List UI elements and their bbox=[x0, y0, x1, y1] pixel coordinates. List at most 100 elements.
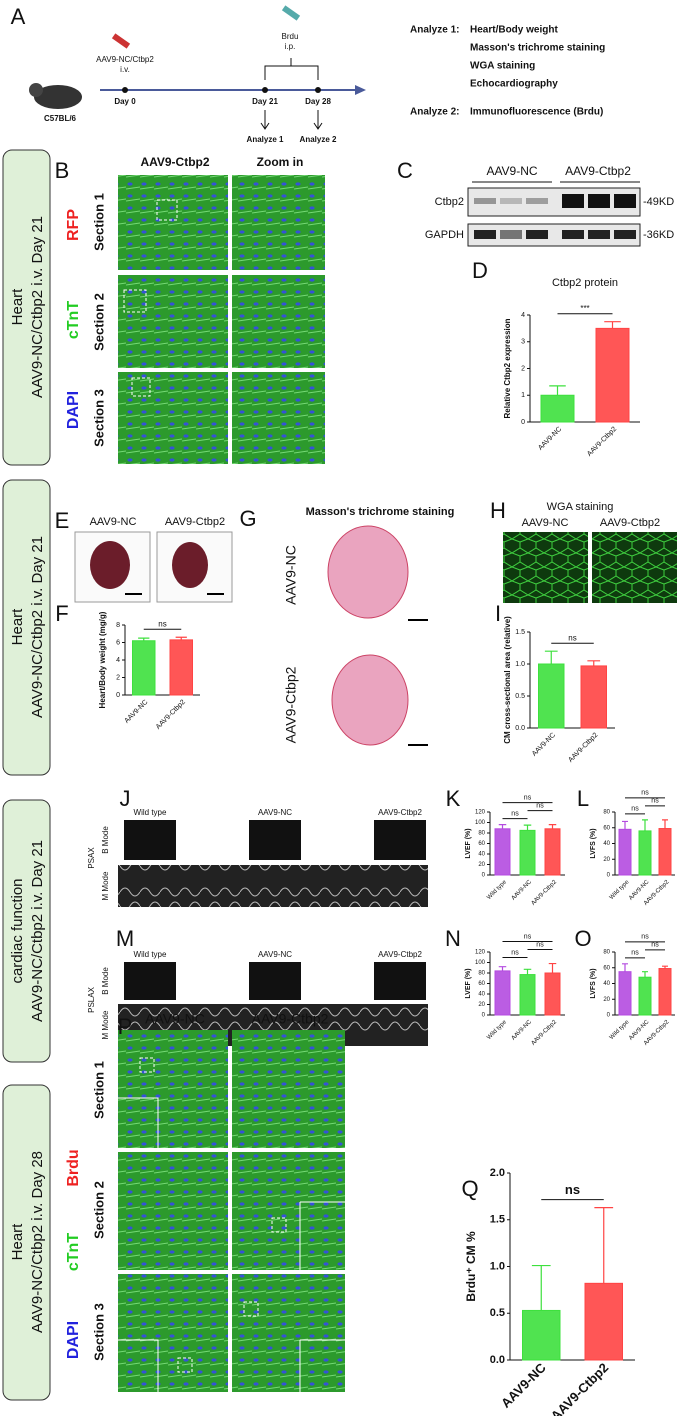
panel-label: Q bbox=[461, 1176, 478, 1201]
schema: C57BL/6 AAV9-NC/Ctbp2 i.v. Day 0 Day 21 … bbox=[29, 5, 605, 144]
y-tick-label: 80 bbox=[478, 831, 485, 837]
panel-label: O bbox=[574, 926, 591, 951]
header: AAV9-NC bbox=[145, 1011, 205, 1027]
x-tick-label: AAV9-NC bbox=[511, 1019, 534, 1042]
y-tick-label: 60 bbox=[603, 965, 610, 971]
side-label: cardiac function bbox=[9, 878, 26, 983]
group-label: AAV9-Ctbp2 bbox=[378, 950, 422, 959]
panel-e: AAV9-NC AAV9-Ctbp2 bbox=[74, 516, 233, 603]
stain-label: cTnT bbox=[65, 301, 82, 339]
analyze-title: Analyze 1: bbox=[410, 25, 459, 36]
micrograph bbox=[232, 372, 325, 464]
brdu-route: i.p. bbox=[285, 42, 296, 51]
x-tick-label: AAV9-NC bbox=[537, 426, 563, 452]
bar bbox=[580, 665, 607, 729]
panel-label: P bbox=[118, 1014, 133, 1039]
y-tick-label: 20 bbox=[603, 857, 610, 863]
y-tick-label: 0 bbox=[607, 873, 611, 879]
bar bbox=[658, 828, 672, 876]
y-tick-label: 0.5 bbox=[515, 693, 525, 700]
error-bar bbox=[498, 966, 507, 971]
x-tick-label: AAV9-Ctbp2 bbox=[531, 879, 559, 907]
y-tick-label: 80 bbox=[603, 810, 610, 816]
y-tick-label: 0.0 bbox=[515, 725, 525, 732]
micrograph bbox=[232, 175, 325, 270]
side-box bbox=[2, 149, 51, 466]
group-label: AAV9-NC bbox=[258, 808, 292, 817]
bar bbox=[522, 1309, 561, 1361]
blot bbox=[467, 187, 641, 217]
stain-label: RFP bbox=[65, 209, 82, 241]
y-tick-label: 2 bbox=[521, 365, 525, 372]
view: PSLAX bbox=[87, 986, 96, 1012]
analyze: Analyze 2 bbox=[300, 135, 337, 144]
time-dot bbox=[315, 87, 321, 93]
significance-label: ns bbox=[651, 942, 659, 949]
micrograph bbox=[118, 1030, 228, 1148]
bar bbox=[584, 1282, 623, 1361]
section-label: Section 2 bbox=[91, 293, 106, 351]
bar bbox=[595, 327, 630, 423]
y-tick-label: 60 bbox=[603, 825, 610, 831]
mode: B Mode bbox=[101, 826, 110, 854]
significance-label: ns bbox=[536, 802, 544, 809]
protein: GAPDH bbox=[425, 229, 464, 241]
heart bbox=[172, 542, 208, 588]
syringe bbox=[281, 5, 301, 21]
y-tick-label: 40 bbox=[478, 852, 485, 858]
group-label: AAV9-Ctbp2 bbox=[378, 808, 422, 817]
significance-label: ns bbox=[536, 941, 544, 948]
group-label: AAV9-NC bbox=[258, 950, 292, 959]
y-tick-label: 120 bbox=[475, 950, 486, 956]
mouse-head bbox=[29, 83, 43, 97]
analyze-item: WGA staining bbox=[470, 61, 535, 72]
group-label: AAV9-NC bbox=[90, 516, 137, 528]
y-tick-label: 3 bbox=[521, 339, 525, 346]
zoom-box bbox=[139, 1057, 287, 1373]
day: Day 28 bbox=[305, 97, 331, 106]
section-label: Section 1 bbox=[91, 193, 106, 251]
side-label: Heart bbox=[9, 608, 26, 646]
micrograph bbox=[118, 372, 228, 464]
panel-label: B bbox=[55, 158, 70, 183]
y-tick-label: 1.5 bbox=[515, 629, 525, 636]
time-dot bbox=[122, 87, 128, 93]
section-image bbox=[327, 525, 409, 619]
micrograph bbox=[118, 175, 228, 270]
panel-label: G bbox=[239, 506, 256, 531]
mw: -36KD bbox=[643, 229, 674, 241]
chart-title: Ctbp2 protein bbox=[552, 277, 618, 289]
side-box bbox=[2, 799, 51, 1063]
b-mode-image bbox=[374, 820, 426, 860]
micrograph bbox=[232, 275, 325, 368]
header: AAV9-Ctbp2 bbox=[252, 1011, 329, 1027]
mode: M Mode bbox=[101, 871, 110, 900]
error-bar bbox=[622, 963, 628, 972]
y-tick-label: 6 bbox=[116, 639, 120, 646]
y-tick-label: 4 bbox=[116, 657, 120, 664]
error-bar bbox=[642, 819, 648, 831]
micrograph bbox=[503, 532, 588, 603]
heart bbox=[90, 541, 130, 589]
stain-label: Brdu bbox=[65, 1149, 82, 1186]
significance-label: ns bbox=[641, 790, 649, 797]
significance-label: ns bbox=[651, 798, 659, 805]
y-tick-label: 0 bbox=[482, 873, 486, 879]
panel-g: Masson's trichrome staining AAV9-NC AAV9… bbox=[283, 506, 454, 746]
y-tick-label: 8 bbox=[116, 622, 120, 629]
y-tick-label: 2.0 bbox=[490, 1167, 505, 1179]
group-label: Wild type bbox=[134, 808, 167, 817]
error-bar bbox=[587, 660, 601, 666]
y-tick-label: 20 bbox=[478, 862, 485, 868]
y-tick-label: 1.0 bbox=[515, 661, 525, 668]
error-bar bbox=[523, 824, 532, 831]
zoom-box bbox=[123, 199, 178, 397]
y-tick-label: 0.5 bbox=[490, 1307, 505, 1319]
analyze-item: Heart/Body weight bbox=[470, 25, 558, 36]
x-tick-label: AAV9-Ctbp2 bbox=[531, 1019, 559, 1047]
error-bar bbox=[594, 1206, 614, 1284]
bar bbox=[519, 974, 536, 1016]
error-bar bbox=[662, 965, 668, 969]
y-tick-label: 2 bbox=[116, 674, 120, 681]
panel-label: C bbox=[397, 158, 413, 183]
